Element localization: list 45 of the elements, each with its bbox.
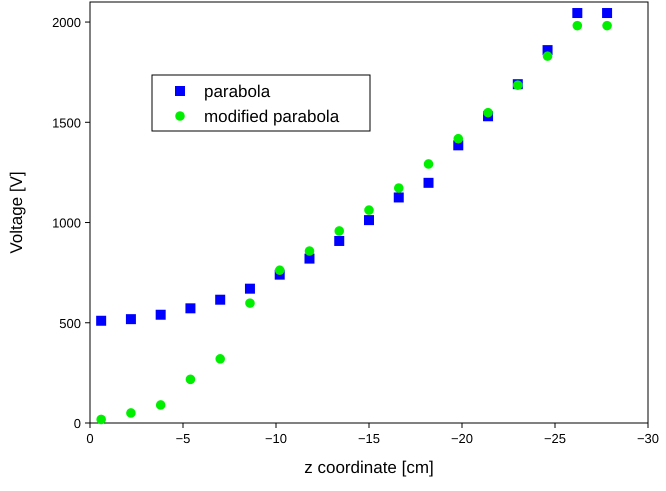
x-tick-label: −25 <box>544 431 566 446</box>
point <box>364 215 374 226</box>
point <box>483 108 493 118</box>
point <box>542 51 552 61</box>
x-tick-label: −30 <box>636 431 660 446</box>
y-axis-title: Voltage [V] <box>7 171 26 254</box>
legend-label: parabola <box>204 82 271 101</box>
point <box>274 265 285 276</box>
legend-label: modified parabola <box>204 107 340 126</box>
point <box>215 354 225 364</box>
point <box>394 183 404 193</box>
point <box>334 236 344 246</box>
y-tick-label: 1000 <box>52 216 81 231</box>
x-tick-label: 0 <box>86 431 94 446</box>
point <box>245 298 255 308</box>
point <box>126 408 136 418</box>
y-tick-label: 0 <box>74 416 81 431</box>
point <box>215 294 226 305</box>
point <box>572 20 582 30</box>
y-tick-label: 500 <box>59 316 81 331</box>
point <box>334 226 344 236</box>
point <box>156 310 166 320</box>
point <box>364 205 374 215</box>
point <box>186 374 196 384</box>
point <box>156 400 166 410</box>
x-tick-label: −10 <box>264 431 288 446</box>
x-axis-title: z coordinate [cm] <box>304 458 434 477</box>
point <box>602 8 612 18</box>
point <box>602 20 612 30</box>
y-tick-label: 1500 <box>52 115 81 130</box>
point <box>244 284 255 294</box>
y-tick-label: 2000 <box>52 15 81 30</box>
x-tick-label: −5 <box>176 431 190 446</box>
x-tick-label: −15 <box>358 431 380 446</box>
point <box>96 414 106 424</box>
point <box>572 8 582 18</box>
point <box>185 303 196 314</box>
point <box>394 192 404 202</box>
point <box>453 134 464 144</box>
point <box>304 246 314 256</box>
x-tick-label: −20 <box>450 431 474 446</box>
point <box>126 314 136 324</box>
point <box>424 159 434 169</box>
point <box>424 178 434 188</box>
point <box>96 316 106 326</box>
